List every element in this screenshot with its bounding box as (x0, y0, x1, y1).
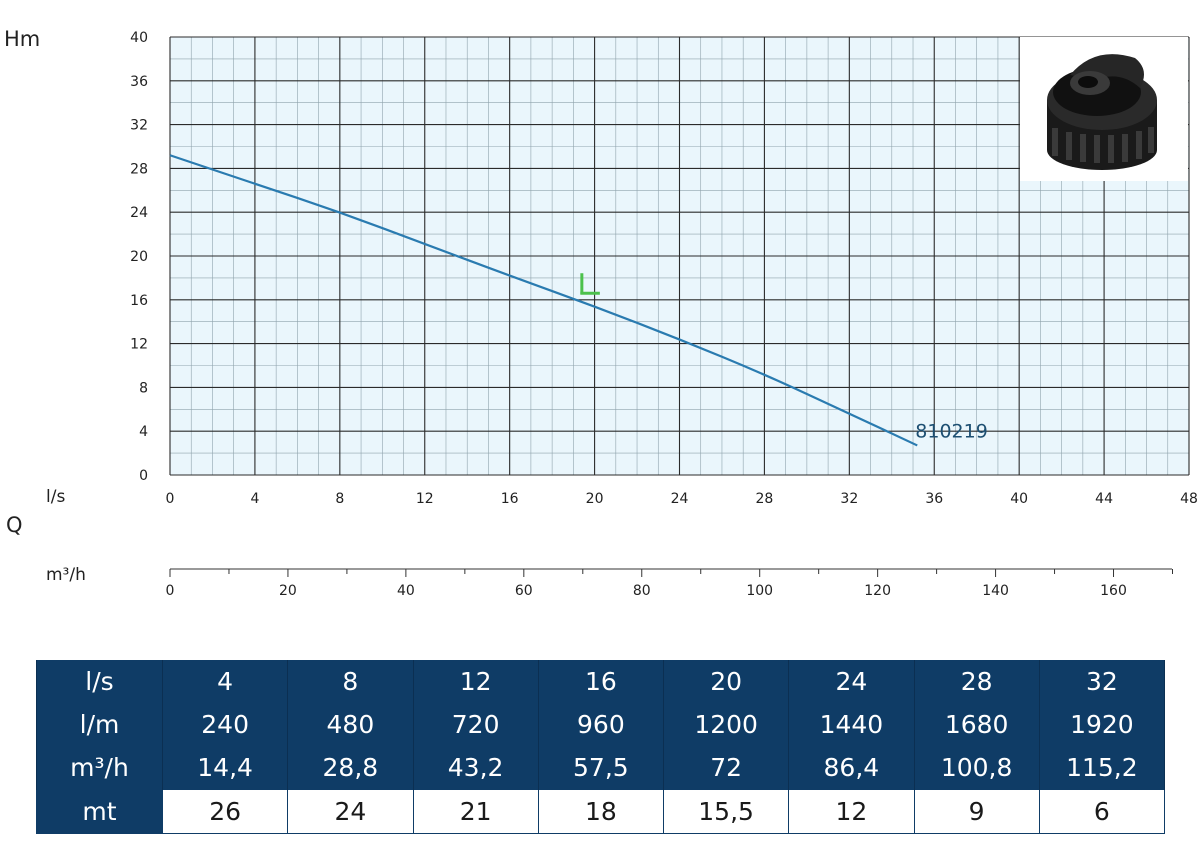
x-tick-label: 28 (756, 491, 774, 507)
table-cell: 1680 (913, 703, 1040, 746)
table-row-lm: l/m 240 480 720 960 1200 1440 1680 1920 (36, 703, 1166, 746)
table-cell: 24 (287, 789, 414, 834)
pump-impeller-icon (1020, 37, 1188, 181)
table-cell: 1440 (788, 703, 915, 746)
secondary-tick-label: 120 (864, 583, 891, 599)
x-tick-label: 48 (1180, 491, 1198, 507)
x-tick-label: 8 (335, 491, 344, 507)
secondary-tick-label: 80 (633, 583, 651, 599)
table-cell: 480 (287, 703, 414, 746)
table-cell: 20 (662, 660, 790, 703)
table-cell: 24 (788, 660, 915, 703)
x-axis-label: Q (6, 513, 23, 537)
table-cell: 115,2 (1038, 746, 1166, 790)
y-axis-label: Hm (4, 27, 40, 51)
table-cell: 720 (412, 703, 539, 746)
y-tick-label: 28 (130, 161, 148, 177)
x-axis-unit-primary: l/s (46, 487, 65, 507)
x-tick-label: 24 (671, 491, 689, 507)
table-cell: 240 (161, 703, 289, 746)
x-tick-label: 32 (840, 491, 858, 507)
table-cell: 32 (1038, 660, 1166, 703)
secondary-tick-label: 100 (746, 583, 773, 599)
secondary-tick-label: 0 (166, 583, 175, 599)
table-cell: 18 (537, 789, 665, 834)
table-cell: 4 (161, 660, 289, 703)
row-label: l/m (36, 703, 163, 746)
table-cell: 28 (913, 660, 1040, 703)
series-line (169, 154, 918, 447)
table-cell: 28,8 (287, 746, 414, 790)
table-cell: 72 (662, 746, 790, 790)
x-tick-label: 0 (166, 491, 175, 507)
x-tick-label: 12 (416, 491, 434, 507)
table-cell: 12 (412, 660, 539, 703)
x-axis-unit-secondary: m³/h (46, 565, 86, 585)
table-cell: 16 (537, 660, 665, 703)
y-tick-label: 16 (130, 293, 148, 309)
secondary-tick-label: 60 (515, 583, 533, 599)
y-tick-label: 20 (130, 249, 148, 265)
table-row-ls: l/s 4 8 12 16 20 24 28 32 (36, 660, 1166, 703)
secondary-tick-label: 40 (397, 583, 415, 599)
table-cell: 26 (161, 789, 289, 834)
table-cell: 100,8 (913, 746, 1040, 790)
secondary-tick-label: 20 (279, 583, 297, 599)
table-cell: 57,5 (537, 746, 665, 790)
x-tick-label: 20 (586, 491, 604, 507)
table-cell: 15,5 (662, 789, 790, 834)
row-label: m³/h (36, 746, 163, 790)
table-cell: 9 (913, 789, 1040, 834)
x-tick-label: 40 (1010, 491, 1028, 507)
operating-point-marker (580, 273, 600, 295)
x-tick-label: 36 (925, 491, 943, 507)
table-row-mt: mt 26 24 21 18 15,5 12 9 6 (36, 789, 1166, 834)
row-label: l/s (36, 660, 163, 703)
series-label: 810219 (915, 420, 988, 442)
x-tick-label: 4 (250, 491, 259, 507)
secondary-tick-label: 160 (1100, 583, 1127, 599)
x-tick-label: 44 (1095, 491, 1113, 507)
table-row-m3h: m³/h 14,4 28,8 43,2 57,5 72 86,4 100,8 1… (36, 746, 1166, 790)
table-cell: 8 (287, 660, 414, 703)
secondary-tick-label: 140 (982, 583, 1009, 599)
table-cell: 43,2 (412, 746, 539, 790)
performance-table: l/s 4 8 12 16 20 24 28 32 l/m 240 480 72… (36, 660, 1166, 834)
table-cell: 6 (1038, 789, 1166, 834)
table-cell: 1920 (1038, 703, 1166, 746)
table-cell: 960 (537, 703, 665, 746)
table-cell: 14,4 (161, 746, 289, 790)
table-cell: 1200 (662, 703, 790, 746)
table-cell: 12 (788, 789, 915, 834)
y-tick-label: 24 (130, 205, 148, 221)
y-tick-label: 0 (139, 468, 148, 484)
y-tick-label: 40 (130, 30, 148, 46)
y-tick-label: 4 (139, 424, 148, 440)
row-label: mt (36, 789, 163, 834)
y-tick-label: 36 (130, 74, 148, 90)
table-cell: 86,4 (788, 746, 915, 790)
y-tick-label: 8 (139, 380, 148, 396)
table-cell: 21 (412, 789, 539, 834)
y-tick-label: 12 (130, 337, 148, 353)
y-tick-label: 32 (130, 118, 148, 134)
x-tick-label: 16 (501, 491, 519, 507)
